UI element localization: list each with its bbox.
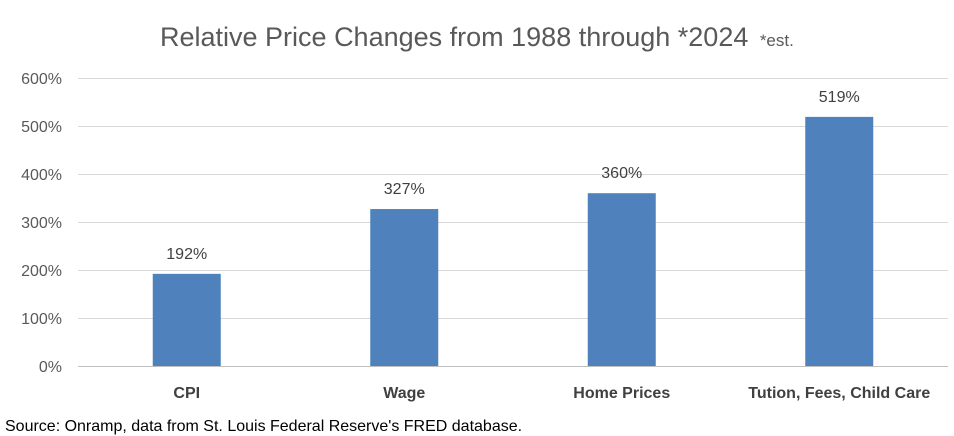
x-tick-label: Wage [383,385,425,402]
bar [370,209,439,366]
y-tick-label: 100% [21,311,62,328]
gridlines [78,78,948,367]
data-label: 192% [166,246,207,263]
x-axis: CPI Wage Home Prices Tution, Fees, Child Ca… [173,385,930,402]
data-label: 360% [601,165,642,182]
data-label: 519% [819,89,860,106]
bar [152,273,221,366]
chart-title-note: *est. [760,31,794,50]
bars [152,116,874,366]
y-tick-label: 400% [21,167,62,184]
y-tick-label: 300% [21,215,62,232]
y-tick-label: 600% [21,71,62,88]
source-note: Source: Onramp, data from St. Louis Fede… [5,418,523,435]
chart-title: Relative Price Changes from 1988 through… [160,22,794,52]
x-tick-label: Tution, Fees, Child Care [748,385,930,402]
bar [805,116,874,366]
data-labels: 192% 327% 360% 519% [166,89,859,263]
y-tick-label: 200% [21,263,62,280]
x-tick-label: Home Prices [573,385,670,402]
y-tick-label: 500% [21,119,62,136]
y-axis: 0% 100% 200% 300% 400% 500% 600% [21,71,62,376]
chart-title-main: Relative Price Changes from 1988 through… [160,22,748,52]
x-tick-label: CPI [173,385,200,402]
data-label: 327% [384,181,425,198]
y-tick-label: 0% [39,359,62,376]
bar [587,193,656,366]
